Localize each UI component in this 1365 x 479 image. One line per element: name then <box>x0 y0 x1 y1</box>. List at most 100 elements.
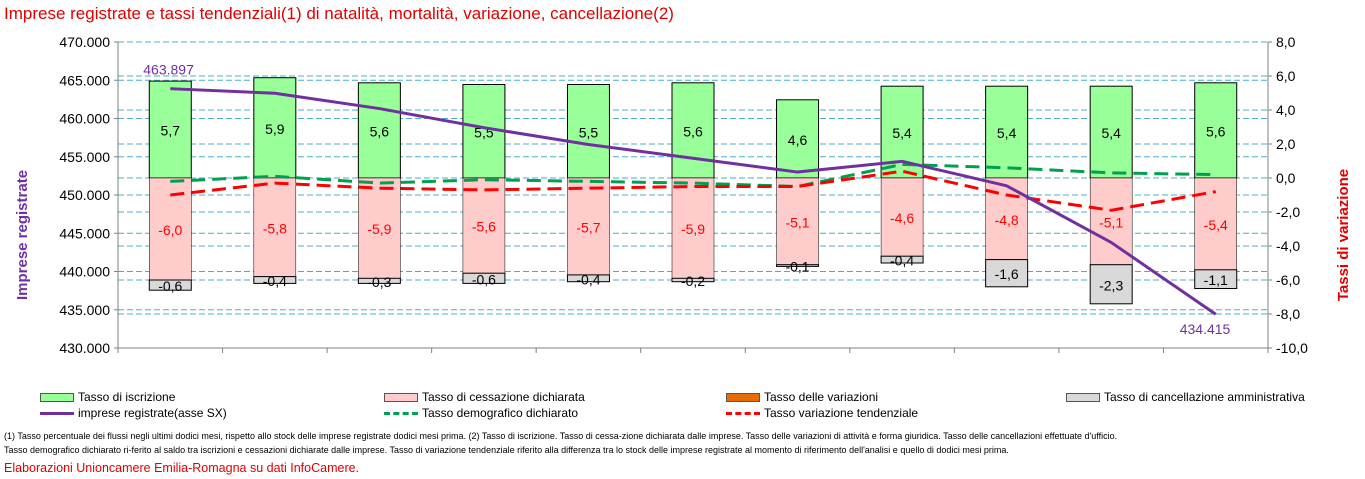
left-tick-label: 435.000 <box>59 302 110 318</box>
bar-cancellazione <box>671 277 715 283</box>
right-tick-label: -4,0 <box>1276 238 1300 254</box>
left-axis-title: Imprese registrate <box>14 170 31 300</box>
left-tick-label: 460.000 <box>59 111 110 127</box>
right-tick-label: 0,0 <box>1276 170 1296 186</box>
imprese-first-label: 463.897 <box>143 62 194 78</box>
bar-label-cessazione: -4,8 <box>995 212 1019 228</box>
right-tick-label: 4,0 <box>1276 102 1296 118</box>
right-axis-title: Tassi di variazione <box>1335 169 1352 301</box>
source-note: Elaborazioni Unioncamere Emilia-Romagna … <box>4 461 360 475</box>
legend-swatch <box>384 392 418 402</box>
bar-label-cancellazione: -1,6 <box>995 266 1019 282</box>
bar-cancellazione <box>776 264 820 267</box>
bar-cancellazione <box>1089 264 1133 305</box>
right-tick-label: -6,0 <box>1276 272 1300 288</box>
bar-cancellazione <box>462 272 506 284</box>
line-demografico <box>170 162 1216 188</box>
chart-title: Imprese registrate e tassi tendenziali(1… <box>4 4 674 23</box>
right-tick-label: -10,0 <box>1276 340 1308 356</box>
bar-label-cessazione: -5,8 <box>263 220 287 236</box>
bar-label-iscrizione: 5,6 <box>683 123 703 139</box>
bar-label-cancellazione: -0,6 <box>158 278 182 294</box>
legend-swatch <box>1066 392 1100 402</box>
legend-label: Tasso di cancellazione amministrativa <box>1104 390 1305 404</box>
bar-label-cessazione: -5,9 <box>681 221 705 237</box>
bar-label-cancellazione: -2,3 <box>1099 277 1123 293</box>
right-tick-label: -2,0 <box>1276 204 1300 220</box>
bar-label-iscrizione: 5,4 <box>997 125 1017 141</box>
bar-label-cancellazione: -0,4 <box>890 253 914 269</box>
bar-iscrizione <box>566 84 610 179</box>
bar-cessazione <box>567 177 610 276</box>
bar-label-iscrizione: 5,9 <box>265 121 285 137</box>
bar-label-iscrizione: 5,5 <box>579 124 599 140</box>
bar-label-iscrizione: 5,6 <box>370 123 390 139</box>
legend-swatch <box>40 392 74 402</box>
bar-label-cancellazione: -0,6 <box>472 271 496 287</box>
legend-label: Tasso variazione tendenziale <box>764 406 919 420</box>
left-tick-label: 440.000 <box>59 264 110 280</box>
bar-iscrizione <box>985 85 1029 179</box>
left-tick-label: 445.000 <box>59 225 110 241</box>
bar-cessazione <box>253 177 297 277</box>
bar-label-cancellazione: -0,3 <box>367 274 391 290</box>
bar-iscrizione <box>776 99 820 179</box>
bar-label-cessazione: -5,1 <box>785 214 809 230</box>
legend-swatch <box>40 411 74 415</box>
bar-label-cancellazione: -0,2 <box>681 273 705 289</box>
legend-item-demografico: Tasso demografico dichiarato <box>384 406 578 420</box>
legend-label: Tasso demografico dichiarato <box>422 406 579 420</box>
bar-label-cessazione: -5,1 <box>1099 214 1123 230</box>
bar-label-iscrizione: 4,6 <box>788 132 808 148</box>
legend-label: Tasso delle variazioni <box>764 390 879 404</box>
bar-label-cancellazione: -0,4 <box>263 273 287 289</box>
legend-item-cancellazione: Tasso di cancellazione amministrativa <box>1066 390 1305 404</box>
bar-cancellazione <box>985 259 1029 288</box>
bar-cancellazione <box>880 255 924 264</box>
line-tendenziale <box>170 169 1216 212</box>
bar-label-iscrizione: 5,6 <box>1206 123 1226 139</box>
bar-label-iscrizione: 5,4 <box>1101 125 1121 141</box>
legend-label: Tasso di iscrizione <box>78 390 176 404</box>
bar-label-cessazione: -5,4 <box>1204 217 1228 233</box>
left-tick-label: 465.000 <box>59 72 110 88</box>
bar-label-cessazione: -5,6 <box>472 219 496 235</box>
footnote-line-1: (1) Tasso percentuale dei flussi negli u… <box>4 431 1118 441</box>
bar-cancellazione <box>357 277 401 284</box>
bar-label-iscrizione: 5,7 <box>161 123 181 139</box>
legend-label: imprese registrate(asse SX) <box>78 406 227 420</box>
bar-label-cancellazione: -0,1 <box>785 259 809 275</box>
bar-cancellazione <box>148 279 192 291</box>
right-tick-label: 6,0 <box>1276 68 1296 84</box>
left-tick-label: 455.000 <box>59 149 110 165</box>
legend-label: Tasso di cessazione dichiarata <box>422 390 585 404</box>
bar-iscrizione <box>1194 82 1238 179</box>
left-tick-label: 450.000 <box>59 187 110 203</box>
legend-swatch <box>726 411 760 415</box>
right-tick-label: 2,0 <box>1276 136 1296 152</box>
bar-cancellazione <box>1194 269 1238 289</box>
legend-item-cessazione: Tasso di cessazione dichiarata <box>384 390 585 404</box>
bar-cancellazione <box>566 274 610 283</box>
bar-cessazione <box>462 177 506 274</box>
bar-label-cessazione: -5,9 <box>367 221 391 237</box>
bar-cessazione <box>880 177 924 257</box>
legend-item-tendenziale: Tasso variazione tendenziale <box>726 406 918 420</box>
right-tick-label: 8,0 <box>1276 34 1296 50</box>
bar-iscrizione <box>671 82 715 179</box>
chart-plot: 430.000 435.000 440.000 445.000 450.000 455.0… <box>14 34 1352 356</box>
legend-item-iscrizione: Tasso di iscrizione <box>40 390 175 404</box>
left-tick-label: 470.000 <box>59 34 110 50</box>
bar-label-cessazione: -6,0 <box>158 222 182 238</box>
bar-label-cancellazione: -1,1 <box>1204 272 1228 288</box>
bar-cancellazione <box>253 276 297 284</box>
bar-iscrizione <box>1089 85 1133 179</box>
left-tick-label: 430.000 <box>59 340 110 356</box>
bar-cessazione <box>671 177 715 279</box>
footnote-line-2: Tasso demografico dichiarato ri-ferito a… <box>4 445 1009 455</box>
legend-swatch <box>726 392 760 402</box>
bar-label-cancellazione: -0,4 <box>576 271 600 287</box>
legend-item-variazioni: Tasso delle variazioni <box>726 390 878 404</box>
bar-cessazione <box>358 177 401 279</box>
bar-label-cessazione: -5,7 <box>576 219 600 235</box>
